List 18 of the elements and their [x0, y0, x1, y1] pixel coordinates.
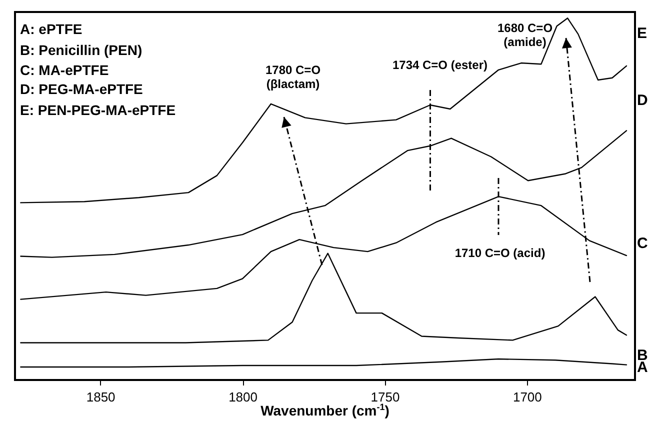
x-tick-label: 1850 — [86, 390, 116, 404]
series-label: A — [637, 359, 648, 376]
series-label: E — [637, 25, 648, 42]
annotation: C: MA-ePTFE — [20, 62, 109, 78]
x-tick-label: 1800 — [228, 390, 258, 404]
annotation: 1710 C=O (acid) — [454, 246, 546, 260]
x-tick-label: 1750 — [370, 390, 400, 404]
series-label: D — [637, 92, 648, 109]
annotation: D: PEG-MA-ePTFE — [20, 81, 143, 97]
annotation: 1780 C=O (βlactam) — [265, 63, 321, 91]
annotation: 1734 C=O (ester) — [392, 58, 488, 72]
x-tick-label: 1700 — [512, 390, 542, 404]
annotation: A: ePTFE — [20, 21, 82, 37]
annotation: B: Penicillin (PEN) — [20, 42, 142, 58]
x-axis-title: Wavenumber (cm$^{-1}$) — [260, 402, 390, 419]
annotation: E: PEN-PEG-MA-ePTFE — [20, 102, 176, 118]
annotation: 1680 C=O (amide) — [497, 21, 553, 49]
series-label: C — [637, 235, 648, 252]
